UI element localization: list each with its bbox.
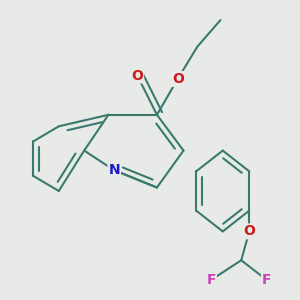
Text: O: O [243, 224, 255, 239]
Text: O: O [131, 68, 143, 83]
Text: F: F [262, 273, 272, 287]
Text: N: N [108, 163, 120, 177]
Text: O: O [172, 72, 184, 86]
Text: F: F [206, 273, 216, 287]
